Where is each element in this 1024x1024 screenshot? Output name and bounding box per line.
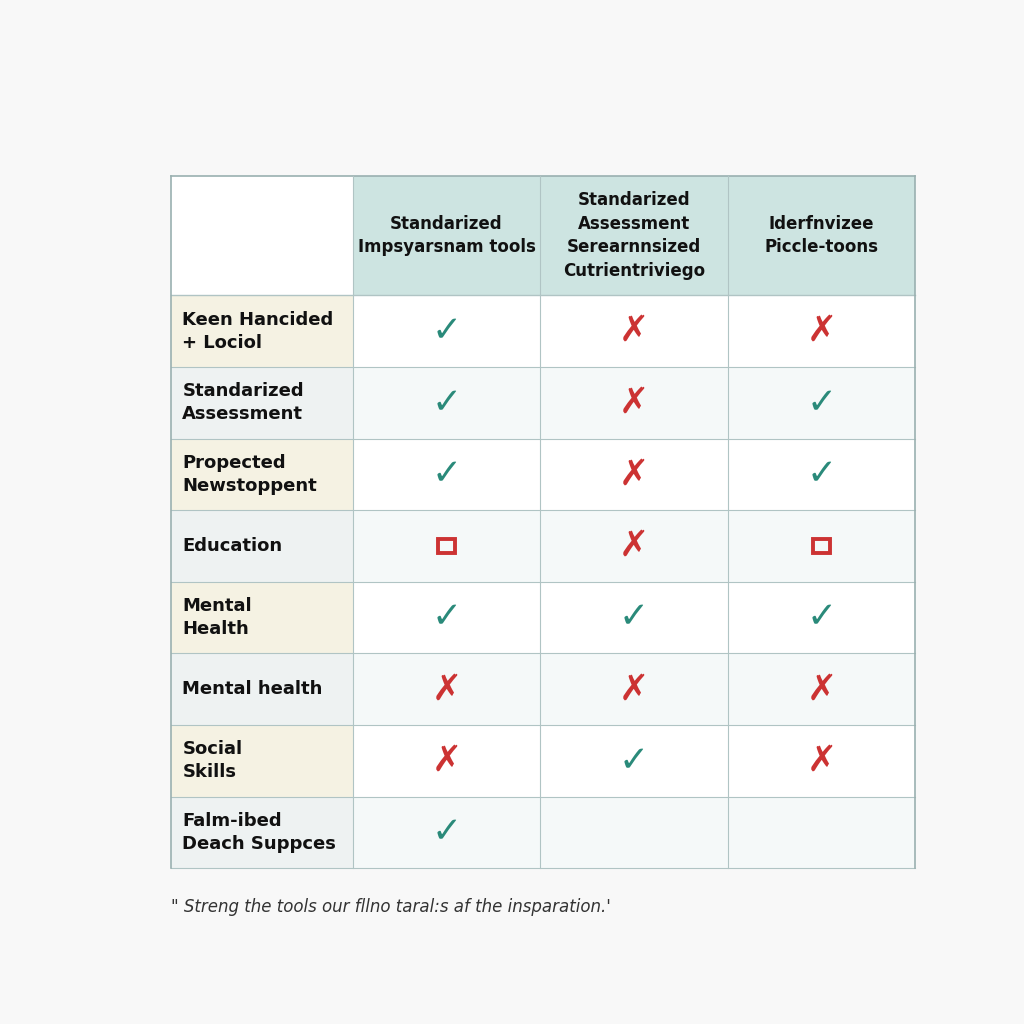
FancyBboxPatch shape (171, 438, 352, 510)
FancyBboxPatch shape (352, 797, 541, 868)
FancyBboxPatch shape (541, 295, 728, 367)
FancyBboxPatch shape (541, 653, 728, 725)
FancyBboxPatch shape (541, 797, 728, 868)
FancyBboxPatch shape (541, 725, 728, 797)
Text: ✗: ✗ (431, 672, 462, 707)
FancyBboxPatch shape (728, 367, 915, 438)
Text: Mental health: Mental health (182, 680, 323, 698)
Text: Keen Hancided
+ Lociol: Keen Hancided + Lociol (182, 310, 334, 351)
FancyBboxPatch shape (728, 295, 915, 367)
FancyBboxPatch shape (171, 725, 352, 797)
Text: Social
Skills: Social Skills (182, 740, 243, 781)
Text: Education: Education (182, 537, 283, 555)
FancyBboxPatch shape (541, 510, 728, 582)
Text: ✓: ✓ (431, 815, 462, 850)
FancyBboxPatch shape (171, 367, 352, 438)
FancyBboxPatch shape (728, 725, 915, 797)
FancyBboxPatch shape (728, 797, 915, 868)
Text: ✗: ✗ (807, 672, 837, 707)
Text: ✓: ✓ (431, 386, 462, 420)
FancyBboxPatch shape (728, 582, 915, 653)
FancyBboxPatch shape (352, 510, 541, 582)
Text: ✗: ✗ (618, 529, 649, 563)
FancyBboxPatch shape (728, 176, 915, 295)
Text: Propected
Newstoppent: Propected Newstoppent (182, 454, 317, 495)
FancyBboxPatch shape (171, 653, 352, 725)
Text: ✓: ✓ (431, 458, 462, 492)
FancyBboxPatch shape (171, 510, 352, 582)
Text: ✗: ✗ (618, 672, 649, 707)
FancyBboxPatch shape (171, 295, 352, 367)
FancyBboxPatch shape (352, 367, 541, 438)
Text: ✓: ✓ (431, 314, 462, 348)
Text: ✓: ✓ (807, 386, 837, 420)
Text: Standarized
Assessment: Standarized Assessment (182, 382, 304, 423)
Text: " Streng the tools our fllno taral:s af the insparation.': " Streng the tools our fllno taral:s af … (171, 897, 610, 915)
FancyBboxPatch shape (728, 510, 915, 582)
Text: ✗: ✗ (618, 458, 649, 492)
FancyBboxPatch shape (541, 176, 728, 295)
Text: Standarized
Impsyarsnam tools: Standarized Impsyarsnam tools (357, 215, 536, 256)
Text: ✗: ✗ (807, 314, 837, 348)
FancyBboxPatch shape (728, 653, 915, 725)
Text: Falm-ibed
Deach Suppces: Falm-ibed Deach Suppces (182, 812, 336, 853)
Text: ✓: ✓ (807, 458, 837, 492)
FancyBboxPatch shape (352, 653, 541, 725)
FancyBboxPatch shape (541, 582, 728, 653)
FancyBboxPatch shape (541, 367, 728, 438)
FancyBboxPatch shape (352, 438, 541, 510)
Text: Mental
Health: Mental Health (182, 597, 252, 638)
FancyBboxPatch shape (541, 438, 728, 510)
Text: ✗: ✗ (618, 314, 649, 348)
Text: ✗: ✗ (807, 743, 837, 778)
Text: ✓: ✓ (618, 601, 649, 635)
Text: Iderfnvizee
Piccle-toons: Iderfnvizee Piccle-toons (765, 215, 879, 256)
Text: ✓: ✓ (618, 743, 649, 778)
Text: ✗: ✗ (618, 386, 649, 420)
Text: ✓: ✓ (431, 601, 462, 635)
FancyBboxPatch shape (728, 438, 915, 510)
Text: ✓: ✓ (807, 601, 837, 635)
FancyBboxPatch shape (352, 295, 541, 367)
FancyBboxPatch shape (171, 797, 352, 868)
FancyBboxPatch shape (352, 582, 541, 653)
FancyBboxPatch shape (352, 725, 541, 797)
FancyBboxPatch shape (352, 176, 541, 295)
Text: Standarized
Assessment
Serearnnsized
Cutrientriviego: Standarized Assessment Serearnnsized Cut… (563, 191, 706, 281)
Text: ✗: ✗ (431, 743, 462, 778)
FancyBboxPatch shape (171, 582, 352, 653)
FancyBboxPatch shape (171, 176, 352, 295)
